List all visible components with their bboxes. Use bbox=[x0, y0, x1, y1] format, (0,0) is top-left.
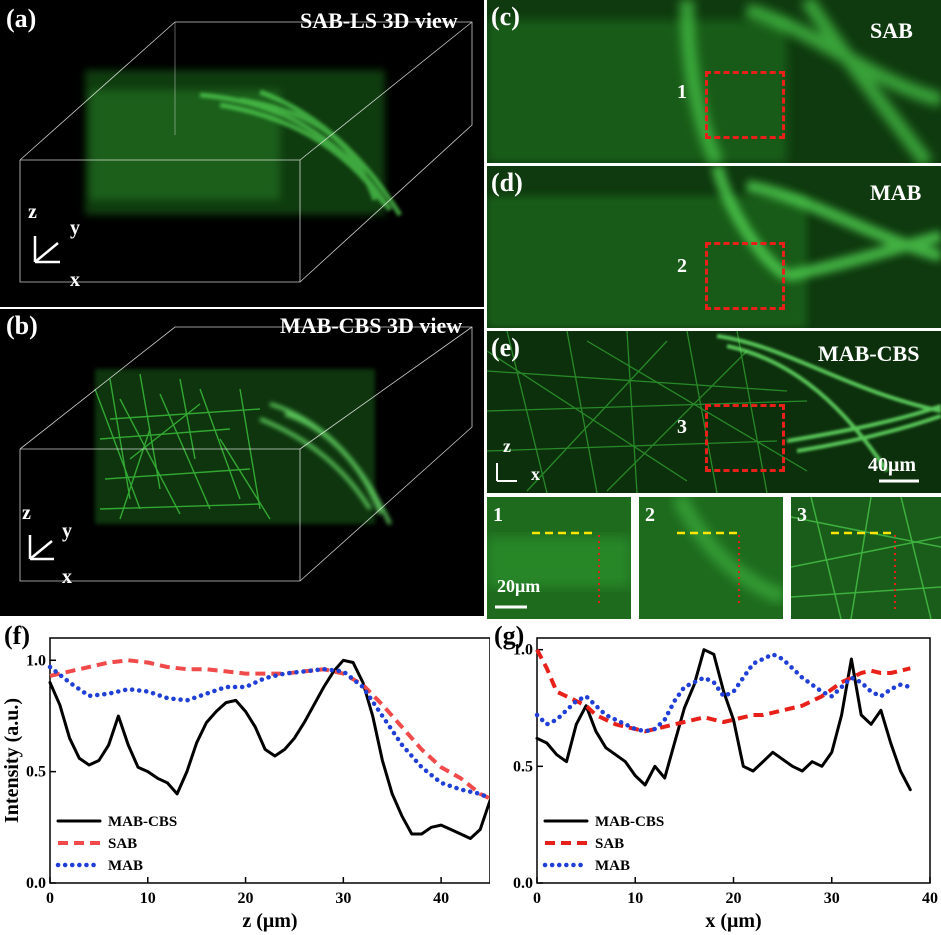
x-tick-label: 40 bbox=[433, 890, 449, 907]
series-line-mab bbox=[534, 652, 913, 734]
inset-image-1 bbox=[487, 497, 631, 619]
y-axis-label: Intensity (a.u.) bbox=[1, 698, 23, 823]
axis-label-y-a: y bbox=[70, 217, 80, 239]
inset-3: 3 bbox=[791, 497, 941, 619]
image-mab-cbs bbox=[487, 331, 941, 493]
inset-label-3: 3 bbox=[797, 504, 807, 526]
panel-label-e: (e) bbox=[491, 333, 520, 362]
x-tick-label: 10 bbox=[627, 890, 643, 907]
panel-a-3d-view: (a) SAB-LS 3D view z y x bbox=[0, 0, 484, 307]
legend-label: MAB-CBS bbox=[108, 814, 177, 830]
chart-f: (f) 0 10 20 30 40 0.0 0.5 1.0 z (μm) Intensity (a.… bbox=[1, 621, 490, 932]
panel-label-b: (b) bbox=[6, 311, 38, 340]
x-tick-label: 40 bbox=[922, 890, 938, 907]
x-tick-label: 0 bbox=[46, 890, 54, 907]
axis-label-x-b: x bbox=[62, 566, 72, 588]
x-tick-label: 10 bbox=[140, 890, 156, 907]
volume-render-mab-cbs bbox=[19, 326, 473, 582]
legend-label: MAB bbox=[108, 858, 143, 874]
series-line-sab bbox=[535, 648, 911, 734]
axis-label-z-a: z bbox=[28, 201, 37, 223]
roi-number-2: 2 bbox=[677, 255, 687, 277]
y-tick-label: 0.0 bbox=[513, 875, 533, 892]
inset-2: 2 bbox=[639, 497, 783, 619]
plot-frame bbox=[536, 637, 931, 884]
panel-title-c: SAB bbox=[870, 18, 913, 43]
legend-label: SAB bbox=[108, 836, 137, 852]
inset-label-2: 2 bbox=[645, 504, 655, 526]
x-tick-label: 20 bbox=[726, 890, 742, 907]
roi-box-2 bbox=[705, 242, 785, 310]
x-axis-label: z (μm) bbox=[242, 910, 297, 932]
x-tick-label: 20 bbox=[238, 890, 254, 907]
panel-c-sab: (c) SAB 1 bbox=[487, 0, 941, 163]
panel-label: (g) bbox=[494, 621, 524, 650]
panel-title-a: SAB-LS 3D view bbox=[300, 8, 458, 33]
panel-b-3d-view: (b) MAB-CBS 3D view z y x bbox=[0, 309, 484, 616]
series-line-mab bbox=[47, 664, 490, 801]
axis-label-z-e: z bbox=[503, 436, 511, 456]
roi-box-3 bbox=[705, 404, 785, 472]
image-mab bbox=[487, 166, 941, 328]
inset-label-1: 1 bbox=[493, 504, 503, 526]
chart-g: (g) 0 10 20 30 40 0.0 0.5 1.0 x (μm) MAB-CBS SAB MAB bbox=[494, 621, 938, 932]
axis-label-z-b: z bbox=[22, 502, 31, 524]
panel-label-c: (c) bbox=[491, 2, 520, 31]
panel-title-d: MAB bbox=[870, 180, 922, 205]
axis-label-y-b: y bbox=[62, 520, 72, 542]
y-tick-label: 0.5 bbox=[26, 764, 46, 781]
axis-label-x-a: x bbox=[70, 269, 80, 291]
roi-box-1 bbox=[705, 71, 785, 139]
x-tick-label: 0 bbox=[533, 890, 541, 907]
inset-scale-bar-label: 20μm bbox=[497, 576, 541, 596]
axis-label-x-e: x bbox=[531, 464, 540, 484]
volume-render-sab bbox=[19, 21, 473, 283]
panel-d-mab: (d) MAB 2 bbox=[487, 166, 941, 328]
x-axis-label: x (μm) bbox=[705, 910, 761, 932]
panel-label-a: (a) bbox=[6, 4, 37, 33]
legend-label: MAB-CBS bbox=[595, 814, 664, 830]
roi-number-1: 1 bbox=[677, 81, 687, 103]
x-tick-label: 30 bbox=[335, 890, 351, 907]
y-tick-label: 0.5 bbox=[513, 758, 533, 775]
y-tick-label: 0.0 bbox=[26, 875, 46, 892]
y-tick-label: 1.0 bbox=[26, 652, 46, 669]
series-line-mab-cbs bbox=[48, 658, 490, 840]
panel-label: (f) bbox=[4, 621, 30, 650]
x-tick-label: 30 bbox=[824, 890, 840, 907]
y-tick-label: 1.0 bbox=[513, 642, 533, 659]
image-sab bbox=[487, 0, 941, 163]
panel-title-b: MAB-CBS 3D view bbox=[280, 313, 463, 338]
inset-image-2 bbox=[639, 497, 783, 619]
inset-image-3 bbox=[791, 497, 941, 619]
panel-label-d: (d) bbox=[491, 168, 523, 197]
legend-label: SAB bbox=[595, 836, 624, 852]
scale-bar-label-e: 40μm bbox=[868, 454, 916, 476]
panel-e-mab-cbs: (e) MAB-CBS 3 z x 40μm bbox=[487, 331, 941, 493]
roi-number-3: 3 bbox=[677, 416, 687, 438]
inset-1: 1 20μm bbox=[487, 497, 631, 619]
panel-title-e: MAB-CBS bbox=[818, 341, 920, 366]
legend-label: MAB bbox=[595, 858, 630, 874]
